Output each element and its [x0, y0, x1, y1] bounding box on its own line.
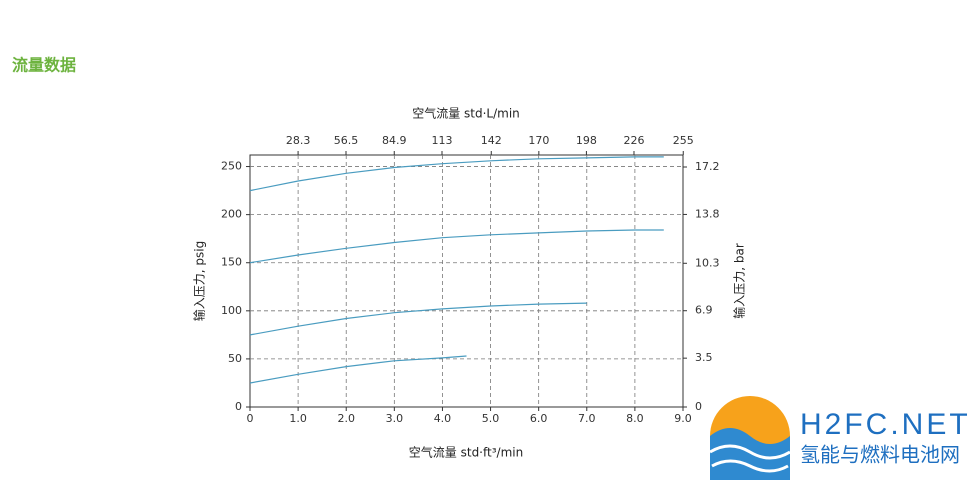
y-axis-title: 输入压力, psig: [192, 241, 207, 321]
data-line: [249, 355, 467, 384]
y2-tick-label: 6.9: [695, 304, 713, 317]
y-tick-label: 50: [228, 352, 242, 365]
page-title: 流量数据: [12, 56, 76, 75]
logo-name: H2FC.NET: [800, 408, 971, 441]
y2-tick-label: 13.8: [695, 207, 720, 220]
data-line: [249, 302, 587, 336]
data-line: [249, 156, 664, 192]
logo-wave: [710, 428, 790, 480]
x-tick-label: 3.0: [386, 412, 404, 425]
y2-tick-label: 10.3: [695, 256, 720, 269]
logo-wave-line: [709, 444, 791, 460]
x2-tick-label: 56.5: [334, 134, 359, 147]
x2-tick-label: 142: [481, 134, 502, 147]
y2-tick-label: 3.5: [695, 351, 713, 364]
x2-tick-label: 113: [431, 134, 452, 147]
x-tick-label: 8.0: [626, 412, 644, 425]
x-tick-label: 2.0: [337, 412, 355, 425]
y2-tick-label: 17.2: [695, 160, 720, 173]
y-tick-label: 200: [221, 208, 242, 221]
y2-tick-label: 0: [695, 400, 702, 413]
logo-subtitle: 氢能与燃料电池网: [800, 443, 960, 467]
x-tick-label: 5.0: [482, 412, 500, 425]
y-tick-label: 0: [235, 400, 242, 413]
x-tick-label: 0: [247, 412, 254, 425]
plot-frame: [249, 154, 684, 408]
y-tick-label: 150: [221, 256, 242, 269]
logo-wave-line: [711, 459, 789, 473]
x-axis-title: 空气流量 std·ft³/min: [409, 445, 523, 460]
y2-axis-title: 输入压力, bar: [732, 243, 747, 319]
x2-tick-label: 28.3: [286, 134, 311, 147]
x2-tick-label: 255: [673, 134, 694, 147]
x2-tick-label: 198: [576, 134, 597, 147]
x2-tick-label: 226: [623, 134, 644, 147]
x-tick-label: 1.0: [289, 412, 307, 425]
x-tick-label: 6.0: [530, 412, 548, 425]
x2-tick-label: 84.9: [382, 134, 407, 147]
logo: H2FC.NET 氢能与燃料电池网: [709, 396, 971, 480]
x-tick-label: 9.0: [674, 412, 692, 425]
x2-axis-title: 空气流量 std·L/min: [412, 106, 520, 121]
x-tick-label: 7.0: [578, 412, 596, 425]
x-tick-label: 4.0: [434, 412, 452, 425]
x2-tick-label: 170: [528, 134, 549, 147]
y-tick-label: 100: [221, 304, 242, 317]
y-tick-label: 250: [221, 160, 242, 173]
data-line: [249, 229, 664, 264]
